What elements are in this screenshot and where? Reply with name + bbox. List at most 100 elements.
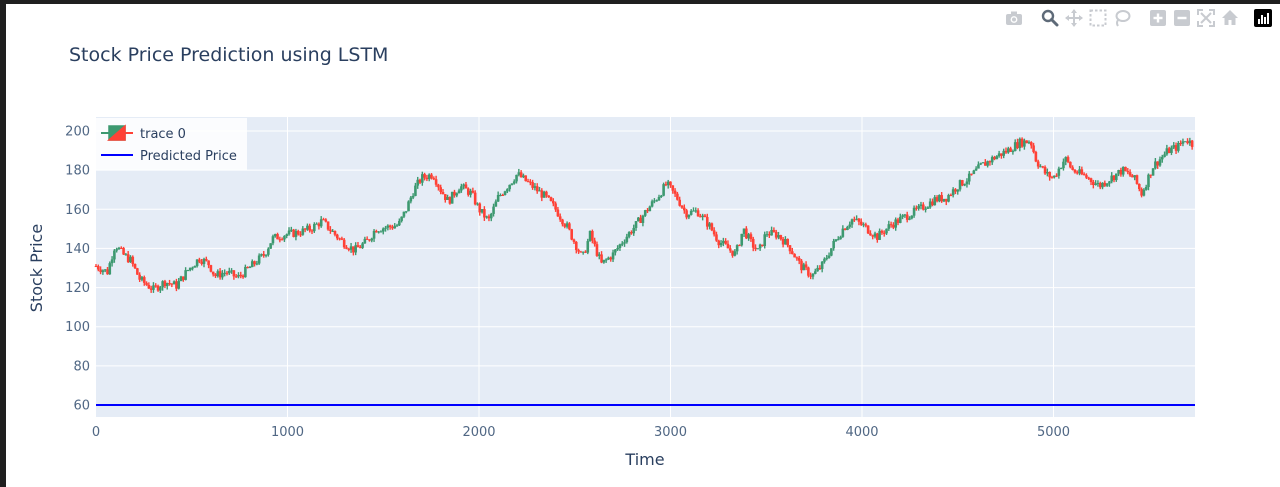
camera-icon[interactable] <box>1004 8 1024 28</box>
candle-body <box>947 195 950 202</box>
candle-body <box>1062 161 1065 169</box>
reset-axes-icon[interactable] <box>1220 8 1240 28</box>
candle-body <box>1101 182 1104 188</box>
candle-body <box>839 236 842 240</box>
candle-body <box>669 181 672 186</box>
legend[interactable]: trace 0 Predicted Price <box>96 118 247 170</box>
candle-body <box>179 276 183 282</box>
candle-body <box>280 239 284 241</box>
candle-body <box>802 264 806 271</box>
candle-body <box>457 190 461 194</box>
candle-body <box>363 238 367 244</box>
candle-body <box>464 184 468 189</box>
candle-body <box>260 254 263 256</box>
pan-icon[interactable] <box>1064 8 1084 28</box>
candle-body <box>301 228 305 235</box>
candle-body <box>188 267 192 271</box>
legend-item-trace-0[interactable]: trace 0 <box>101 124 186 142</box>
candle-body <box>1075 172 1079 174</box>
candle-body <box>958 180 962 190</box>
legend-item-predicted-price[interactable]: Predicted Price <box>101 149 237 164</box>
candle-body <box>147 284 151 289</box>
candle-body <box>761 244 764 247</box>
zoom-icon[interactable] <box>1040 8 1060 28</box>
candle-body <box>1066 157 1070 162</box>
candle-body <box>480 209 484 213</box>
candle-body <box>547 195 551 198</box>
candle-body <box>807 267 810 276</box>
candle-body <box>1085 175 1088 178</box>
candle-body <box>276 234 279 240</box>
candle-body <box>926 207 930 209</box>
candle-body <box>584 251 587 253</box>
candle-body <box>1011 151 1015 153</box>
candle-body <box>1046 172 1049 174</box>
candle-body <box>342 239 346 248</box>
candle-body <box>264 254 268 256</box>
zoom-in-icon[interactable] <box>1148 8 1168 28</box>
candle-body <box>1016 142 1019 149</box>
candle-body <box>809 275 812 277</box>
candle-body <box>630 232 633 234</box>
candle-body <box>678 199 681 206</box>
autoscale-icon[interactable] <box>1196 8 1216 28</box>
candle-body <box>1004 150 1008 153</box>
candle-body <box>977 164 980 169</box>
candle-body <box>152 285 155 290</box>
lasso-select-icon[interactable] <box>1112 8 1132 28</box>
candle-body <box>136 268 139 275</box>
candle-body <box>299 234 302 236</box>
candle-body <box>1007 148 1010 153</box>
candle-body <box>967 173 971 182</box>
candle-body <box>455 193 459 196</box>
candle-body <box>765 234 769 236</box>
candle-body <box>1140 189 1143 196</box>
candle-body <box>182 276 185 280</box>
candle-body <box>899 216 902 223</box>
candle-body <box>607 257 610 260</box>
candle-body <box>772 229 776 232</box>
candle-body <box>1149 174 1153 176</box>
candle-body <box>133 263 137 269</box>
candle-body <box>1032 145 1035 152</box>
candle-body <box>795 257 799 259</box>
candle-body <box>101 270 105 273</box>
candle-body <box>864 224 868 226</box>
candle-body <box>972 170 976 174</box>
candle-body <box>506 189 509 192</box>
candle-body <box>398 220 401 226</box>
plot-area[interactable] <box>96 117 1195 417</box>
candle-body <box>1174 145 1178 151</box>
candle-body <box>446 197 449 200</box>
candle-body <box>915 207 918 209</box>
candle-body <box>768 234 771 236</box>
candle-body <box>1055 175 1058 177</box>
candle-body <box>315 223 318 225</box>
plotly-logo-icon[interactable] <box>1254 9 1272 27</box>
zoom-out-icon[interactable] <box>1172 8 1192 28</box>
candle-body <box>712 230 716 235</box>
box-select-icon[interactable] <box>1088 8 1108 28</box>
candle-body <box>384 227 387 229</box>
candle-body <box>715 234 718 241</box>
candle-body <box>1000 153 1003 156</box>
candle-body <box>375 230 378 233</box>
candle-body <box>421 174 424 183</box>
candle-body <box>1041 166 1045 168</box>
candle-body <box>522 175 525 178</box>
candle-body <box>726 243 730 249</box>
candle-body <box>1121 166 1125 175</box>
candle-body <box>349 246 353 250</box>
candle-body <box>586 241 590 253</box>
candle-body <box>1186 141 1189 144</box>
candle-body <box>981 162 985 164</box>
candle-body <box>882 232 886 234</box>
candle-body <box>418 179 422 183</box>
candle-body <box>558 216 562 220</box>
candle-body <box>889 224 893 226</box>
candle-body <box>122 248 125 255</box>
candle-body <box>680 205 684 208</box>
candle-body <box>402 211 406 217</box>
x-tick-label: 2000 <box>462 425 495 440</box>
candle-body <box>919 204 923 206</box>
